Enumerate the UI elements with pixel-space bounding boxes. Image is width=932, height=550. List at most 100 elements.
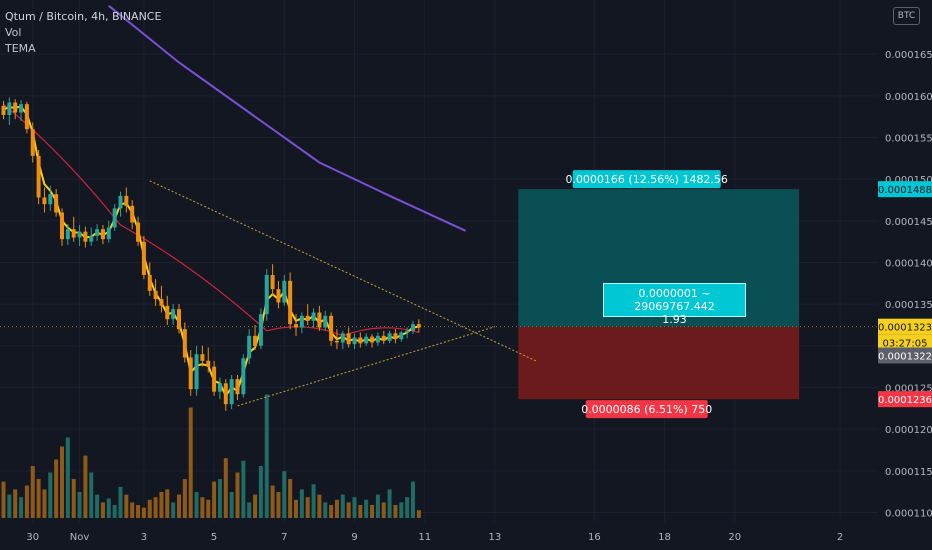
candle-body (177, 309, 181, 330)
volume-bar (346, 502, 351, 518)
candle-body (36, 155, 41, 198)
time-axis-tick-label: 18 (658, 532, 671, 543)
purple-ma-line (108, 5, 467, 232)
target-label: 0.0000166 (12.56%) 1482.56 (565, 173, 728, 186)
candle-body (200, 354, 205, 361)
candle-body (375, 335, 380, 343)
volume-bar (288, 479, 293, 518)
candle-body (19, 104, 24, 113)
volume-bar (60, 446, 64, 518)
volume-indicator-label[interactable]: Vol (5, 26, 22, 39)
volume-bar (317, 494, 322, 518)
volume-bar (141, 507, 146, 518)
candle-body (130, 205, 135, 223)
candle-body (370, 336, 375, 343)
symbol-title[interactable]: Qtum / Bitcoin, 4h, BINANCE (5, 10, 162, 23)
volume-bar (352, 497, 357, 518)
volume-bar (212, 481, 217, 518)
volume-bar (30, 466, 35, 518)
volume-bar (235, 472, 240, 518)
trendline[interactable] (149, 180, 537, 362)
candle-body (71, 229, 76, 238)
volume-bar (264, 394, 269, 518)
red-ma-line (3, 103, 419, 337)
candle-body (387, 333, 392, 341)
candle-body (317, 312, 322, 328)
volume-bar (24, 485, 29, 518)
time-axis-tick-label: 30 (26, 532, 39, 543)
volume-bar (182, 479, 187, 518)
volume-bar (130, 502, 135, 518)
time-axis-tick-label: 9 (351, 532, 357, 543)
position-quantity-text: 0.0000001 ~ 29069767.442 (634, 287, 715, 313)
target-label-bg[interactable] (572, 170, 721, 189)
volume-bar (83, 455, 88, 518)
candle-body (89, 235, 94, 242)
volume-bar (364, 499, 369, 518)
position-info-box[interactable]: 0.0000001 ~ 29069767.442 1.93 (603, 283, 746, 326)
candle-body (7, 102, 12, 115)
position-zones (0, 189, 878, 400)
candle-body (393, 333, 398, 340)
candle-body (182, 329, 187, 358)
candle-body (405, 330, 410, 333)
stop-label-bg[interactable] (585, 400, 708, 419)
candle-body (358, 337, 363, 344)
candle-body (194, 354, 199, 390)
volume-bar (411, 481, 415, 518)
volume-bar (253, 494, 258, 518)
candle-body (411, 324, 415, 331)
candle-body (247, 335, 252, 359)
candle-body (95, 229, 100, 236)
volume-bar (19, 497, 24, 518)
risk-reward-text: 1.93 (662, 313, 687, 326)
candle-body (241, 358, 246, 395)
volume-bar (95, 494, 100, 518)
stop-price-tag: 0.0001236 (878, 395, 932, 406)
time-axis: 30 Nov 3 5 7 9 11 13 16 18 20 2 (26, 532, 843, 543)
candle-body (100, 229, 105, 240)
time-axis-tick-label: 3 (141, 532, 147, 543)
volume-bar (375, 494, 380, 518)
candle-body (159, 299, 164, 306)
chart-legend: Qtum / Bitcoin, 4h, BINANCE Vol TEMA (5, 10, 161, 58)
volume-bar (106, 498, 111, 518)
candle-body (329, 315, 334, 341)
candle-body (206, 360, 211, 367)
trendline[interactable] (237, 326, 496, 407)
candle-body (323, 315, 328, 328)
tema-indicator-label[interactable]: TEMA (5, 42, 36, 55)
candle-body (235, 379, 240, 395)
candle-body (112, 208, 117, 228)
candle-body (83, 231, 88, 242)
volume-bar (416, 510, 421, 518)
stop-price-tag-bg (878, 391, 932, 408)
candle-body (212, 366, 217, 392)
countdown-tag: 03:27:05 (883, 339, 928, 350)
loss-zone[interactable] (518, 326, 800, 400)
volume-bar (223, 458, 228, 518)
candle-body (165, 305, 170, 320)
candle-body (352, 337, 357, 345)
volume-bar (118, 486, 123, 518)
volume-bar (200, 497, 205, 518)
candle-body (147, 275, 152, 291)
volume-bar (276, 492, 281, 518)
volume-bar (71, 479, 76, 518)
volume-bar (153, 497, 158, 518)
volume-bar (305, 497, 310, 518)
entry-price-tag-bg (878, 318, 932, 335)
candle-body (253, 335, 258, 346)
currency-button[interactable]: BTC (893, 7, 920, 25)
volume-bar (54, 459, 59, 518)
price-tags: 0.0000166 (12.56%) 1482.56 0.0000086 (6.5… (565, 170, 932, 419)
